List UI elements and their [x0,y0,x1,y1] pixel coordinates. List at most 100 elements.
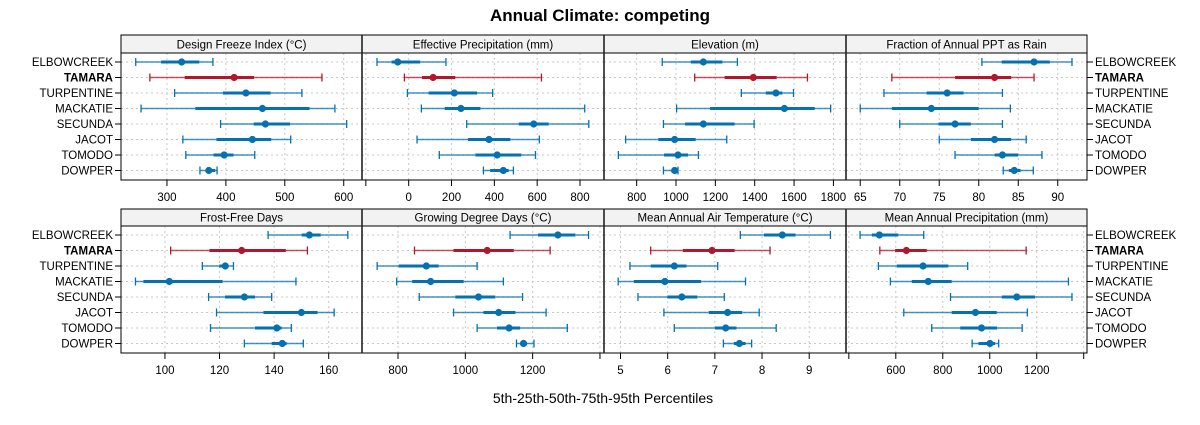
interval-jacot [938,135,1027,144]
median-point [427,277,435,286]
x-tick-label: 1000 [663,192,689,204]
interval-mackatie [134,277,297,286]
interval-tamara [879,246,1027,255]
median-point [519,339,528,348]
x-tick-label: 100 [155,365,174,377]
interval-secunda [219,120,348,128]
interval-tamara [149,73,323,82]
row-label-dowper: DOWPER [1095,339,1147,351]
interval-tamara [170,246,309,255]
median-point [220,151,228,159]
interval-turpentine [877,262,969,270]
median-point [530,120,538,128]
interval-dowper [722,339,753,348]
median-point [780,104,789,113]
interval-secunda [418,293,524,301]
row-label-mackatie: MACKATIE [55,104,113,116]
median-point [450,89,458,97]
row-label-tamara: TAMARA [1095,73,1144,85]
median-point [1010,166,1018,175]
median-point [205,166,213,175]
x-tick-label: 600 [886,365,905,377]
interval-tomodo [185,151,256,159]
median-point [977,324,986,332]
panels: Design Freeze Index (°C)300 400 500 600Effe… [120,34,1088,377]
row-label-jacot: JACOT [1095,135,1133,147]
row-label-turpentine: TURPENTINE [40,261,114,273]
median-point [242,89,250,97]
row-label-secunda: SECUNDA [57,119,114,131]
panel-strip-title: Growing Degree Days (°C) [415,213,552,225]
row-label-dowper: DOWPER [61,339,113,351]
median-point [735,339,743,348]
interval-jacot [624,135,728,144]
interval-turpentine [173,89,303,97]
interval-turpentine [629,262,719,270]
panel-frost-free-days: Frost-Free Days 100 120 140 160 [120,208,363,377]
median-point [230,73,238,82]
median-point [493,151,501,159]
row-label-turpentine: TURPENTINE [40,88,114,100]
median-point [240,293,248,301]
interval-mackatie [140,104,336,113]
panel-growing-degree-days-c: Growing Degree Days (°C) 800 1000 1200 [361,208,605,377]
median-point [919,262,927,270]
x-tick-label: 80 [972,192,985,204]
median-point [951,120,959,128]
x-tick-label: 400 [216,192,235,204]
interval-elbowcreek [981,58,1073,66]
x-tick-label: 1000 [977,365,1003,377]
panel-frame [120,225,363,354]
x-tick-label: 0 [405,192,411,204]
median-point [261,120,269,128]
row-label-turpentine: TURPENTINE [1095,261,1169,273]
interval-turpentine [406,89,494,97]
median-point [165,277,173,286]
x-tick-label: 1400 [742,192,768,204]
interval-mackatie [396,277,505,286]
interval-elbowcreek [509,231,590,239]
interval-dowper [662,166,679,175]
row-label-secunda: SECUNDA [1095,119,1152,131]
row-labels-right: ELBOWCREEK TAMARA TURPENTINE MACKATIE SECUND… [1087,57,1176,351]
row-label-elbowcreek: ELBOWCREEK [1095,57,1176,69]
median-point [457,104,465,113]
median-point [708,246,716,255]
x-tick-label: 400 [485,192,504,204]
median-point [699,58,707,66]
x-axis-label: 5th-25th-50th-75th-95th Percentiles [493,390,713,406]
x-tick-label: 85 [1012,192,1025,204]
interval-secunda [662,120,755,128]
interval-mackatie [859,104,1012,113]
x-tick-label: 120 [210,365,229,377]
median-point [297,308,306,317]
median-point [278,339,286,348]
median-point [671,166,679,175]
row-label-tamara: TAMARA [64,246,113,258]
interval-turpentine [201,262,235,270]
panel-frame [361,225,605,354]
interval-tomodo [931,324,1023,332]
panel-strip-title: Effective Precipitation (mm) [413,40,554,52]
interval-secunda [637,293,725,301]
row-label-jacot: JACOT [1095,308,1133,320]
median-point [723,308,732,317]
interval-elbowcreek [859,231,925,239]
interval-turpentine [883,89,1004,97]
median-point [238,246,246,255]
median-point [990,73,999,82]
interval-dowper [243,339,304,348]
median-point [875,231,883,239]
interval-jacot [182,135,292,144]
median-point [943,89,951,97]
median-point [485,135,493,144]
interval-mackatie [617,277,747,286]
panel-mean-annual-air-temperature-c: Mean Annual Air Temperature (°C) 5 6 7 8 9 [603,208,847,377]
row-labels-left: ELBOWCREEK TAMARA TURPENTINE MACKATIE SECUND… [32,57,121,351]
median-point [998,151,1007,159]
interval-tamara [891,73,1035,82]
interval-elbowcreek [376,58,447,66]
median-point [671,135,679,144]
interval-jacot [663,308,760,317]
